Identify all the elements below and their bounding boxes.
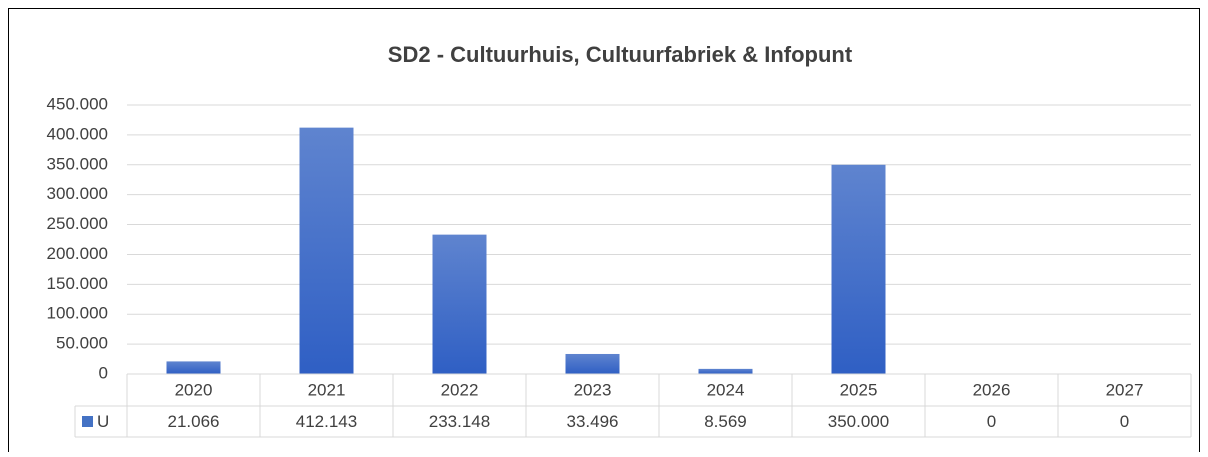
bar (831, 164, 886, 374)
data-table-value: 21.066 (168, 412, 220, 431)
data-table-value: 350.000 (828, 412, 889, 431)
data-table-value: 0 (1120, 412, 1129, 431)
x-tick-label: 2020 (175, 380, 213, 399)
data-table-value: 33.496 (567, 412, 619, 431)
bar (166, 361, 221, 374)
legend-label: U (97, 412, 109, 431)
chart-title: SD2 - Cultuurhuis, Cultuurfabriek & Info… (388, 42, 853, 67)
data-table-value: 8.569 (704, 412, 747, 431)
data-table-value: 233.148 (429, 412, 490, 431)
bar (299, 127, 354, 375)
x-tick-label: 2023 (574, 380, 612, 399)
y-tick-label: 200.000 (47, 244, 108, 263)
x-tick-label: 2024 (707, 380, 745, 399)
y-tick-label: 150.000 (47, 274, 108, 293)
bar (432, 234, 487, 374)
y-tick-label: 450.000 (47, 94, 108, 113)
y-tick-label: 0 (99, 363, 108, 382)
y-tick-label: 50.000 (56, 334, 108, 353)
x-tick-label: 2026 (973, 380, 1011, 399)
x-tick-label: 2021 (308, 380, 346, 399)
y-tick-label: 100.000 (47, 304, 108, 323)
bar (565, 353, 620, 374)
data-table-value: 0 (987, 412, 996, 431)
data-table-value: 412.143 (296, 412, 357, 431)
y-tick-label: 400.000 (47, 124, 108, 143)
legend-swatch (82, 416, 93, 427)
x-tick-label: 2022 (441, 380, 479, 399)
bar (698, 368, 753, 374)
y-tick-label: 350.000 (47, 154, 108, 173)
x-tick-label: 2025 (840, 380, 878, 399)
y-tick-label: 300.000 (47, 184, 108, 203)
chart-border (8, 8, 1200, 457)
x-tick-label: 2027 (1106, 380, 1144, 399)
y-tick-label: 250.000 (47, 214, 108, 233)
